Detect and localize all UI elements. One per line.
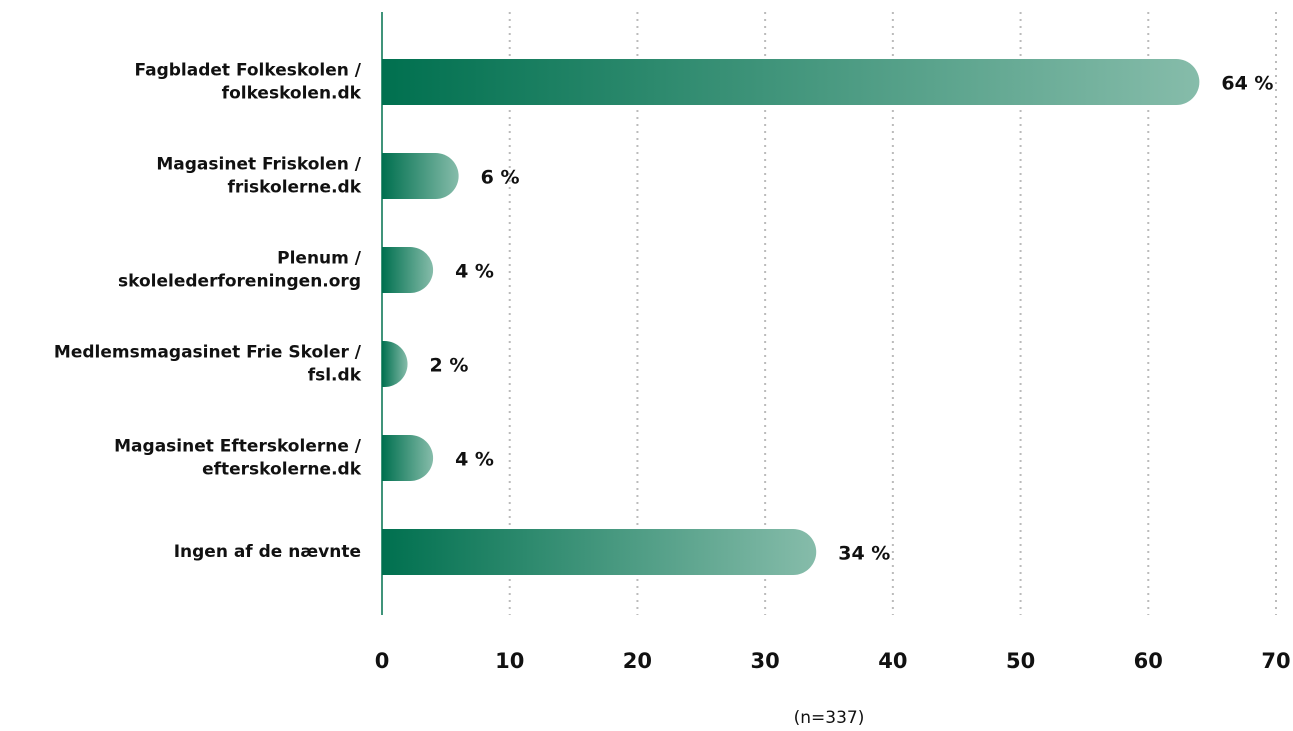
- x-tick-label: 10: [495, 649, 524, 673]
- value-label: 2 %: [430, 355, 469, 377]
- bar: [382, 247, 434, 293]
- x-tick-label: 0: [375, 649, 390, 673]
- category-label: Fagbladet Folkeskolen /: [134, 61, 361, 81]
- bar: [382, 529, 817, 575]
- value-label: 4 %: [455, 449, 494, 471]
- x-tick-label: 50: [1006, 649, 1035, 673]
- bar: [382, 59, 1200, 105]
- value-label: 4 %: [455, 261, 494, 283]
- category-label: Magasinet Efterskolerne /: [114, 437, 362, 457]
- category-label: Ingen af de nævnte: [174, 542, 361, 562]
- category-label: efterskolerne.dk: [202, 460, 362, 480]
- bar: [382, 153, 459, 199]
- category-label: friskolerne.dk: [227, 178, 361, 198]
- x-tick-label: 30: [751, 649, 780, 673]
- category-label: Plenum /: [277, 249, 362, 269]
- value-label: 34 %: [838, 543, 890, 565]
- bar: [382, 341, 408, 387]
- sample-note: (n=337): [794, 708, 865, 728]
- category-label: skolelederforeningen.org: [118, 272, 361, 292]
- category-label: Magasinet Friskolen /: [156, 155, 361, 175]
- x-tick-label: 60: [1134, 649, 1163, 673]
- value-label: 6 %: [481, 167, 520, 189]
- bar: [382, 435, 434, 481]
- category-label: Medlemsmagasinet Frie Skoler /: [54, 343, 362, 363]
- x-tick-label: 20: [623, 649, 652, 673]
- category-label: folkeskolen.dk: [222, 84, 362, 104]
- category-label: fsl.dk: [308, 366, 362, 386]
- value-label: 64 %: [1221, 73, 1273, 95]
- x-tick-label: 40: [878, 649, 907, 673]
- x-tick-label: 70: [1261, 649, 1290, 673]
